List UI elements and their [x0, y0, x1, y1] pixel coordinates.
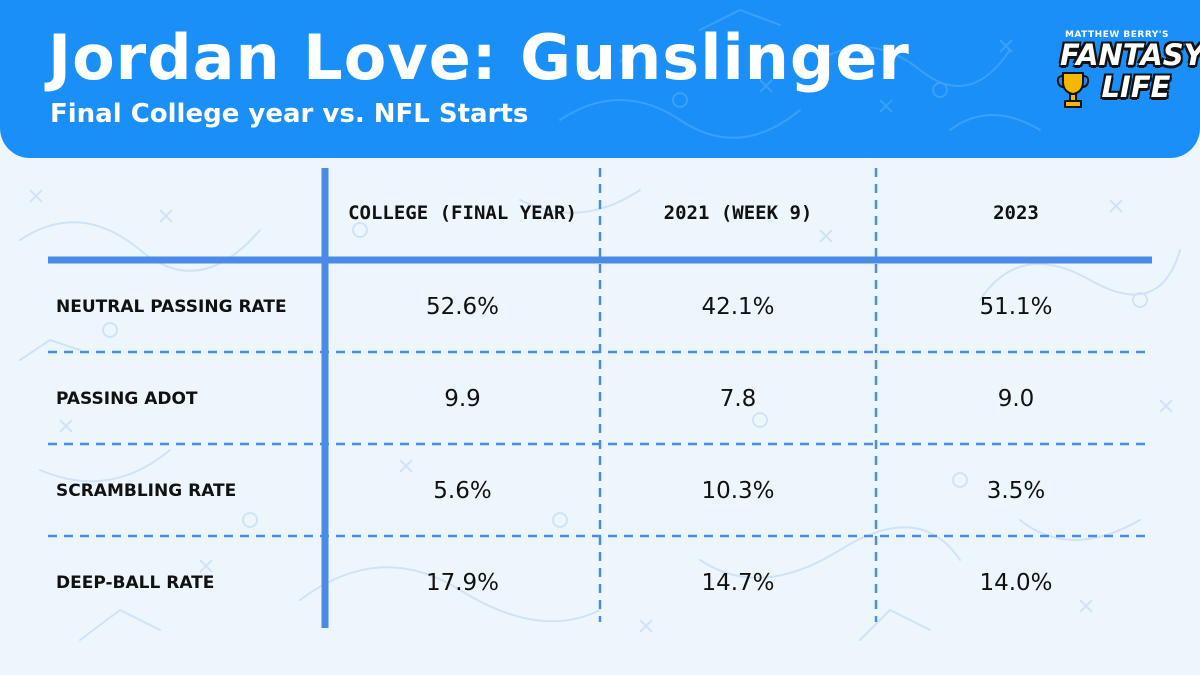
column-header-college: COLLEGE (FINAL YEAR) — [348, 202, 577, 224]
table-cell: 17.9% — [425, 570, 500, 596]
row-label-passing-adot: PASSING ADOT — [56, 389, 198, 409]
table-cell: 51.1% — [979, 294, 1053, 320]
header-pattern — [559, 8, 1041, 139]
row-label-neutral-passing-rate: NEUTRAL PASSING RATE — [56, 297, 287, 317]
table-cell: 7.8 — [719, 386, 757, 412]
table-cell: 10.3% — [701, 478, 775, 504]
row-label-scrambling-rate: SCRAMBLING RATE — [56, 481, 237, 501]
fantasy-life-logo: MATTHEW BERRY'S FANTASY LIFE — [1052, 30, 1200, 110]
table-cell: 5.6% — [433, 478, 492, 504]
logo-mid-text: FANTASY — [1060, 38, 1200, 72]
table-cell: 14.7% — [701, 570, 775, 596]
column-header-2023: 2023 — [993, 202, 1039, 224]
table-cell: 9.9 — [444, 386, 481, 412]
table-cell: 52.6% — [425, 294, 500, 320]
table-cell: 3.5% — [986, 478, 1046, 504]
trophy-icon — [1056, 72, 1090, 108]
logo-bottom-text: LIFE — [1101, 70, 1171, 104]
row-label-deep-ball-rate: DEEP-BALL RATE — [56, 573, 215, 593]
page-title: Jordan Love: Gunslinger — [48, 21, 910, 94]
column-header-2021: 2021 (WEEK 9) — [663, 202, 813, 224]
header-banner: Jordan Love: Gunslinger Final College ye… — [0, 0, 1200, 158]
table-cell: 14.0% — [979, 570, 1053, 596]
table-cell: 9.0 — [997, 386, 1035, 412]
page-subtitle: Final College year vs. NFL Starts — [50, 99, 529, 129]
table-cell: 42.1% — [701, 294, 775, 320]
logo-top-text: MATTHEW BERRY'S — [1064, 30, 1170, 40]
